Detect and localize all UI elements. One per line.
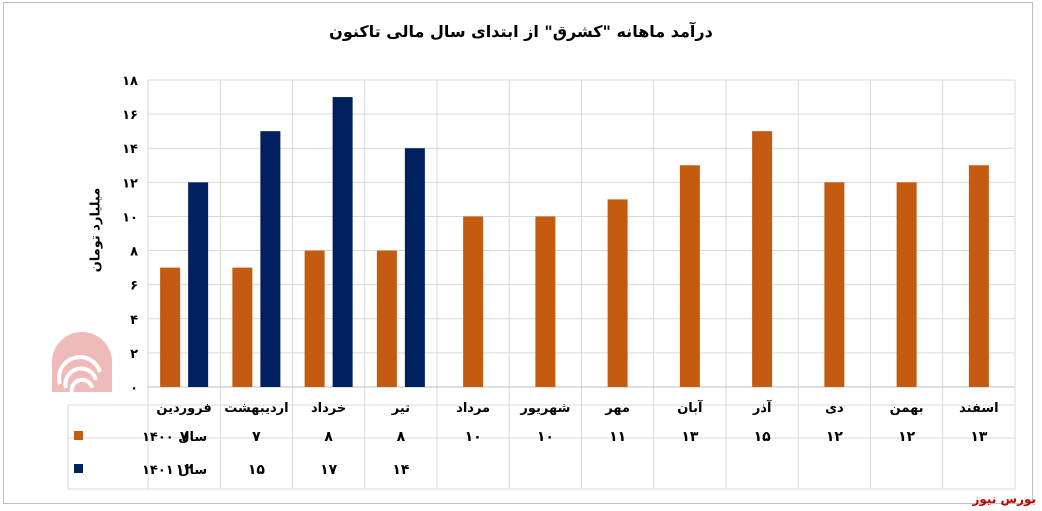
x-tick-label: آبان (677, 399, 703, 416)
bar-1400 (752, 131, 773, 387)
y-tick-label: ۶ (130, 279, 138, 294)
data-label-1400: ۱۱ (609, 429, 626, 445)
y-tick-label: ۱۶ (122, 108, 138, 123)
y-tick-label: ۱۲ (122, 176, 138, 191)
data-label-1400: ۱۰ (537, 429, 554, 445)
legend-label-1401: سال ۱۴۰۱ (142, 463, 207, 478)
data-label-1401: ۱۲ (176, 462, 194, 478)
data-label-1400: ۱۲ (826, 429, 844, 445)
bar-1400 (607, 199, 628, 387)
data-label-1400: ۱۳ (970, 429, 988, 445)
x-tick-label: اردیبهشت (224, 401, 288, 416)
bar-1400 (232, 267, 253, 387)
bar-1400 (896, 182, 917, 387)
data-label-1400: ۷ (180, 429, 189, 445)
y-tick-label: ۸ (130, 245, 138, 260)
data-label-1401: ۱۷ (320, 462, 338, 478)
y-tick-label: ۲ (130, 347, 138, 362)
x-tick-label: آذر (752, 399, 772, 416)
bar-1400 (968, 165, 989, 387)
y-tick-label: ۱۰ (122, 210, 138, 225)
x-tick-label: بهمن (890, 401, 924, 416)
chart-title: درآمد ماهانه "کشرق" از ابتدای سال مالی ت… (329, 22, 713, 41)
y-tick-label: ۱۴ (122, 142, 138, 157)
data-label-1401: ۱۵ (248, 462, 266, 478)
y-tick-label: ۱۸ (122, 74, 138, 89)
data-label-1400: ۱۰ (465, 429, 482, 445)
bar-1401 (404, 148, 425, 387)
x-tick-label: فروردین (156, 401, 211, 416)
x-tick-label: مرداد (456, 401, 490, 416)
bar-1401 (332, 97, 353, 388)
chart-frame (3, 2, 1033, 504)
legend-swatch-1401 (74, 464, 83, 473)
bar-1400 (160, 267, 181, 387)
data-label-1400: ۱۳ (681, 429, 699, 445)
bar-1400 (535, 216, 556, 387)
data-label-1400: ۱۲ (898, 429, 916, 445)
bar-1400 (824, 182, 845, 387)
data-label-1401: ۱۴ (392, 462, 410, 478)
x-tick-label: تیر (391, 401, 410, 416)
data-label-1400: ۱۵ (754, 429, 772, 445)
bar-1400 (376, 250, 397, 387)
x-tick-label: اسفند (959, 401, 998, 416)
x-tick-label: شهریور (519, 401, 570, 416)
x-tick-label: مهر (604, 401, 630, 416)
bar-1400 (304, 250, 325, 387)
legend-swatch-1400 (74, 431, 83, 440)
x-tick-label: دی (825, 401, 844, 416)
x-tick-label: خرداد (311, 401, 346, 416)
bar-1400 (679, 165, 700, 387)
y-tick-label: ۰ (130, 381, 138, 396)
data-label-1400: ۸ (397, 429, 406, 445)
watermark-logo (52, 332, 112, 393)
bar-1401 (188, 182, 209, 387)
data-label-1400: ۷ (252, 429, 261, 445)
data-label-1400: ۸ (324, 429, 333, 445)
bar-1401 (260, 131, 281, 387)
legend-label-1400: سال ۱۴۰۰ (142, 430, 207, 445)
source-label: بورس نیوز (972, 492, 1036, 506)
y-tick-label: ۴ (130, 313, 138, 328)
bar-1400 (463, 216, 484, 387)
